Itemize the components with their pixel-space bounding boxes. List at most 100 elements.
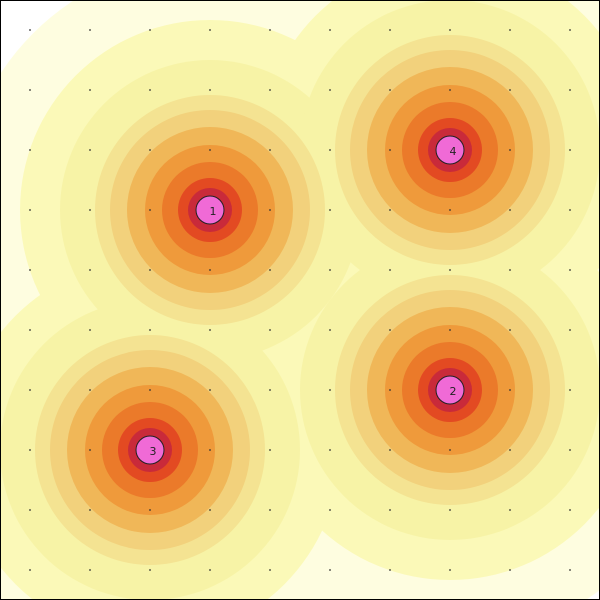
grid-dot xyxy=(149,389,151,391)
source-node-1[interactable]: 1 xyxy=(195,195,225,225)
grid-dot xyxy=(269,569,271,571)
grid-dot xyxy=(149,209,151,211)
grid-dot xyxy=(389,149,391,151)
grid-dot xyxy=(389,269,391,271)
grid-dot xyxy=(449,29,451,31)
grid-dot xyxy=(209,509,211,511)
grid-dot xyxy=(329,149,331,151)
grid-dot xyxy=(569,149,571,151)
source-markers: 1 2 3 4 xyxy=(135,135,465,465)
grid-dot xyxy=(569,449,571,451)
grid-dot xyxy=(509,89,511,91)
grid-dot xyxy=(569,209,571,211)
grid-dot xyxy=(269,509,271,511)
grid-dot xyxy=(569,29,571,31)
grid-dot xyxy=(389,29,391,31)
grid-dot xyxy=(389,569,391,571)
grid-dot xyxy=(29,89,31,91)
grid-dot xyxy=(389,449,391,451)
grid-dot xyxy=(269,149,271,151)
grid-dot xyxy=(389,89,391,91)
grid-dot xyxy=(149,29,151,31)
source-marker[interactable] xyxy=(435,135,465,165)
source-node-2[interactable]: 2 xyxy=(435,375,465,405)
grid-dot xyxy=(569,389,571,391)
grid-dot xyxy=(509,449,511,451)
grid-dot xyxy=(449,569,451,571)
grid-dot xyxy=(29,29,31,31)
grid-dot xyxy=(389,509,391,511)
grid-dot xyxy=(509,569,511,571)
grid-dot xyxy=(449,329,451,331)
grid-dot xyxy=(329,449,331,451)
source-label: 2 xyxy=(450,385,457,398)
grid-dot xyxy=(509,269,511,271)
grid-dot xyxy=(329,29,331,31)
grid-dot xyxy=(29,209,31,211)
source-marker[interactable] xyxy=(195,195,225,225)
grid-dot xyxy=(509,29,511,31)
grid-dot xyxy=(389,389,391,391)
grid-dot xyxy=(209,89,211,91)
grid-dot xyxy=(89,509,91,511)
source-node-4[interactable]: 4 xyxy=(435,135,465,165)
source-label: 4 xyxy=(450,145,457,158)
grid-dot xyxy=(269,389,271,391)
grid-dot xyxy=(509,329,511,331)
grid-dot xyxy=(389,329,391,331)
grid-dot xyxy=(29,149,31,151)
grid-dot xyxy=(269,449,271,451)
grid-dot xyxy=(269,209,271,211)
grid-dot xyxy=(509,209,511,211)
source-label: 3 xyxy=(150,445,157,458)
grid-dot xyxy=(149,89,151,91)
grid-dot xyxy=(569,509,571,511)
source-label: 1 xyxy=(210,205,217,218)
grid-dot xyxy=(29,509,31,511)
grid-dot xyxy=(269,29,271,31)
source-marker[interactable] xyxy=(435,375,465,405)
grid-dot xyxy=(269,269,271,271)
grid-dot xyxy=(29,449,31,451)
grid-dot xyxy=(329,209,331,211)
grid-dot xyxy=(89,209,91,211)
grid-dot xyxy=(509,509,511,511)
grid-dot xyxy=(569,569,571,571)
grid-dot xyxy=(509,389,511,391)
grid-dot xyxy=(89,329,91,331)
grid-dot xyxy=(449,509,451,511)
grid-dot xyxy=(29,389,31,391)
grid-dot xyxy=(209,569,211,571)
source-marker[interactable] xyxy=(135,435,165,465)
grid-dot xyxy=(329,89,331,91)
grid-dot xyxy=(449,449,451,451)
grid-dot xyxy=(449,269,451,271)
grid-dot xyxy=(149,149,151,151)
grid-dot xyxy=(149,509,151,511)
grid-dot xyxy=(89,149,91,151)
grid-dot xyxy=(89,269,91,271)
grid-dot xyxy=(89,449,91,451)
grid-dot xyxy=(149,269,151,271)
grid-dot xyxy=(89,569,91,571)
grid-dot xyxy=(329,329,331,331)
grid-dot xyxy=(89,389,91,391)
grid-dot xyxy=(449,89,451,91)
grid-dot xyxy=(89,29,91,31)
grid-dot xyxy=(329,509,331,511)
grid-dot xyxy=(569,269,571,271)
grid-dot xyxy=(269,89,271,91)
source-node-3[interactable]: 3 xyxy=(135,435,165,465)
grid-dot xyxy=(209,29,211,31)
grid-dot xyxy=(29,329,31,331)
grid-dot xyxy=(29,269,31,271)
grid-dot xyxy=(149,569,151,571)
grid-dot xyxy=(329,269,331,271)
grid-dot xyxy=(209,329,211,331)
grid-dot xyxy=(329,389,331,391)
grid-dot xyxy=(449,209,451,211)
grid-dot xyxy=(509,149,511,151)
grid-dot xyxy=(89,89,91,91)
